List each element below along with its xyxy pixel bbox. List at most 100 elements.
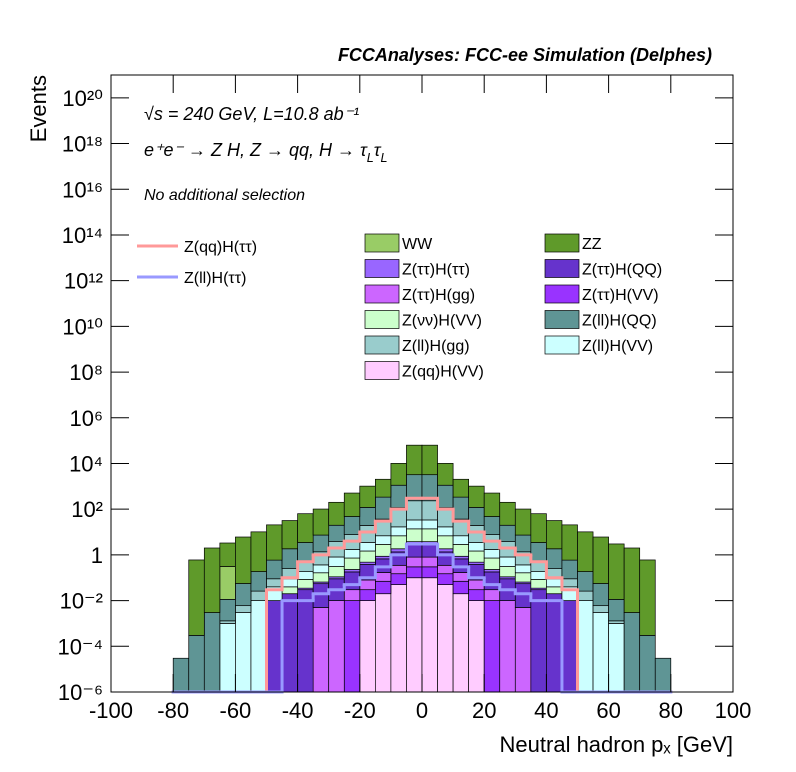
histogram-bar [514, 534, 532, 553]
y-tick-label: 10¹⁸ [62, 132, 103, 157]
histogram-bar [203, 547, 221, 613]
legend-swatch [364, 310, 400, 329]
histogram-bar [468, 485, 485, 508]
histogram-bar [592, 583, 609, 607]
x-tick-label: 60 [596, 698, 620, 723]
histogram-bar [343, 589, 361, 601]
histogram-bar [219, 623, 236, 693]
histogram-bar [577, 600, 594, 693]
y-tick-label: 10⁻² [60, 589, 103, 614]
histogram-bar [468, 507, 485, 526]
histogram-bar [266, 578, 283, 588]
histogram-bar [592, 536, 609, 584]
legend-label: Z(ττ)H(QQ) [582, 262, 662, 279]
histogram-bar [654, 657, 672, 693]
legend-swatch [544, 335, 580, 355]
y-tick-label: 10⁻⁴ [57, 634, 103, 659]
x-axis-label: Neutral hadron pₓ [GeV] [500, 732, 733, 757]
histogram-bar [375, 593, 392, 693]
legend-label: Z(ll)H(VV) [582, 338, 653, 355]
histogram-bar [437, 564, 454, 575]
y-tick-label: 10¹² [64, 269, 103, 294]
histogram-bar [390, 526, 407, 537]
histogram-bar [608, 620, 625, 624]
histogram-bar [546, 548, 563, 569]
x-tick-label: -20 [344, 698, 376, 723]
histogram-bar [359, 550, 376, 563]
y-tick-label: 10⁻⁶ [58, 680, 103, 705]
histogram-bar [421, 577, 438, 693]
histogram-bar [468, 579, 485, 591]
legend-label: Z(ττ)H(ττ) [402, 262, 470, 279]
histogram-bar [530, 579, 547, 589]
histogram-bar [530, 513, 547, 543]
histogram-bar [483, 549, 501, 559]
histogram-bar [375, 544, 392, 557]
histogram-bar [390, 535, 407, 550]
legend-swatch [544, 259, 580, 278]
histogram-bar [452, 535, 470, 545]
y-tick-label: 10¹⁶ [62, 177, 103, 202]
histogram-bar [390, 564, 407, 575]
y-tick-label: 10⁸ [69, 360, 103, 385]
histogram-bar [343, 569, 361, 573]
histogram-bar [577, 571, 594, 592]
histogram-bar [328, 501, 345, 526]
histogram-bar [312, 572, 330, 583]
histogram-bar [203, 612, 221, 693]
histogram-bar [608, 623, 625, 693]
histogram-bar [437, 526, 454, 537]
histogram-bar [546, 586, 563, 595]
histogram-bar [219, 542, 236, 567]
y-axis-label: Events [26, 75, 51, 142]
histogram-bar [250, 571, 267, 592]
histogram-bar [312, 564, 330, 574]
histogram-bar [452, 593, 470, 693]
histogram-bar [499, 524, 516, 542]
histogram-bar [390, 463, 407, 486]
histogram-bar [219, 620, 236, 624]
histogram-bar [514, 583, 532, 608]
histogram-bar [375, 496, 392, 520]
histogram-bar [297, 579, 314, 589]
histogram-bar [530, 561, 547, 572]
plot-area [171, 444, 673, 694]
histogram-bar [312, 607, 330, 693]
histogram-bar [235, 583, 252, 607]
annotation: e⁺e⁻ → Z H, Z → qq, H → τLτL [144, 140, 388, 165]
legend-swatch [544, 310, 580, 329]
histogram-bar [343, 492, 361, 517]
histogram-bar [343, 549, 361, 559]
histogram-bar [266, 600, 283, 693]
histogram-bar [437, 573, 454, 585]
histogram-bar [235, 605, 252, 613]
histogram-bar [514, 607, 532, 693]
histogram-bar [561, 524, 578, 561]
histogram-bar [592, 605, 609, 613]
histogram-bar [312, 508, 330, 536]
histogram-bar [483, 571, 501, 591]
histogram-bar [639, 559, 656, 636]
histogram-bar [266, 559, 283, 580]
histogram-bar [623, 547, 641, 613]
histogram-bar [546, 520, 563, 550]
histogram-bar [608, 599, 625, 622]
histogram-bar [437, 535, 454, 550]
x-tick-label: 100 [715, 698, 752, 723]
histogram-bar [312, 534, 330, 553]
histogram-bar [468, 589, 485, 601]
histogram-bar [577, 590, 594, 601]
histogram-bar [406, 544, 423, 558]
legend-label: Z(qq)H(VV) [402, 364, 484, 381]
x-tick-label: 80 [659, 698, 683, 723]
histogram-bar [421, 528, 438, 542]
histogram-bar [281, 586, 298, 595]
legend-swatch [364, 259, 400, 278]
histogram-bar [375, 555, 392, 560]
histogram-bar [219, 599, 236, 622]
histogram-bar [483, 492, 501, 517]
histogram-bar [406, 444, 423, 476]
annotation: No additional selection [144, 187, 305, 204]
histogram-bar [483, 600, 501, 693]
